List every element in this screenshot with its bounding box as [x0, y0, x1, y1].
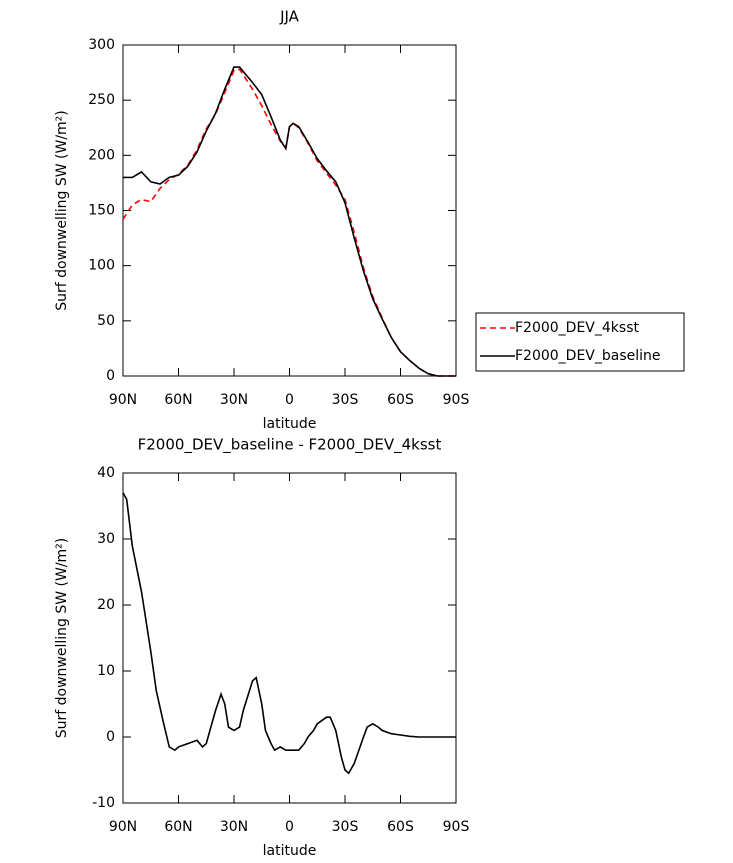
y-axis-label: Surf downwelling SW (W/m²): [54, 538, 70, 739]
y-tick-label: 40: [97, 465, 115, 481]
x-tick-label: 60S: [387, 819, 414, 835]
y-tick-label: 200: [88, 147, 115, 163]
y-tick-label: 0: [106, 729, 115, 745]
legend-label: F2000_DEV_baseline: [515, 348, 661, 364]
x-tick-label: 90N: [109, 819, 137, 835]
x-tick-label: 0: [285, 819, 294, 835]
legend-box: [475, 312, 685, 372]
data-line: [123, 66, 456, 377]
plot-frame: [122, 472, 457, 804]
y-tick-label: -10: [92, 795, 115, 811]
y-tick-label: 250: [88, 92, 115, 108]
plot-frame: [122, 44, 457, 377]
y-tick-label: 30: [97, 531, 115, 547]
x-tick-label: 90S: [443, 392, 470, 408]
x-tick-label: 30N: [220, 392, 248, 408]
x-tick-label: 60N: [164, 392, 192, 408]
legend-label: F2000_DEV_4ksst: [515, 320, 639, 336]
x-tick-label: 90N: [109, 392, 137, 408]
x-tick-label: 30N: [220, 819, 248, 835]
y-tick-label: 100: [88, 258, 115, 274]
x-tick-label: 60S: [387, 392, 414, 408]
x-tick-label: 30S: [332, 819, 359, 835]
y-tick-label: 20: [97, 597, 115, 613]
chart-title: JJA: [279, 8, 300, 26]
y-tick-label: 150: [88, 203, 115, 219]
data-line: [122, 68, 456, 377]
x-tick-label: 60N: [164, 819, 192, 835]
chart-title: F2000_DEV_baseline - F2000_DEV_4ksst: [138, 436, 442, 455]
x-tick-label: 90S: [443, 819, 470, 835]
x-axis-label: latitude: [263, 416, 317, 432]
x-tick-label: 30S: [332, 392, 359, 408]
y-tick-label: 300: [88, 37, 115, 53]
y-tick-label: 10: [97, 663, 115, 679]
y-tick-label: 50: [97, 313, 115, 329]
x-axis-label: latitude: [263, 843, 317, 859]
y-axis-label: Surf downwelling SW (W/m²): [54, 110, 70, 311]
y-tick-label: 0: [106, 368, 115, 384]
x-tick-label: 0: [285, 392, 294, 408]
data-line: [122, 492, 456, 775]
